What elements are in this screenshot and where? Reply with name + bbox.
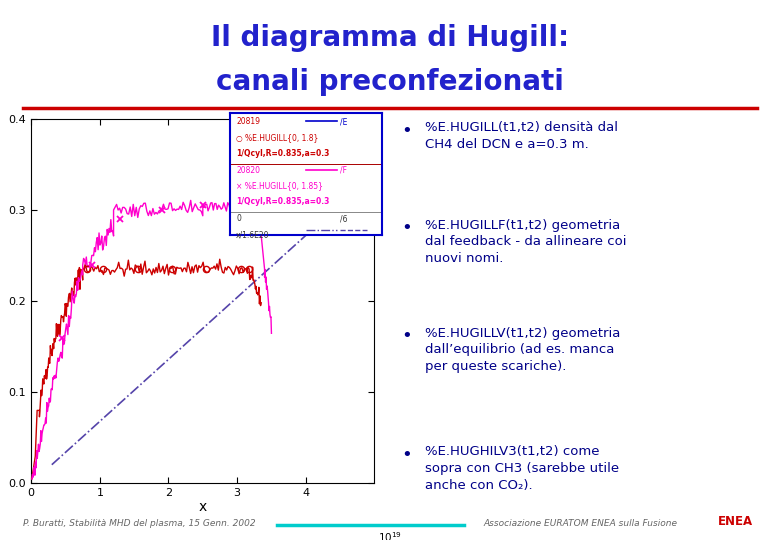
Text: 0: 0 — [236, 214, 241, 223]
Text: canali preconfezionati: canali preconfezionati — [216, 68, 564, 96]
Text: •: • — [402, 219, 413, 237]
Text: 1/Qcyl,R=0.835,a=0.3: 1/Qcyl,R=0.835,a=0.3 — [236, 148, 330, 158]
Text: Associazione EURATOM ENEA sulla Fusione: Associazione EURATOM ENEA sulla Fusione — [484, 519, 678, 528]
Text: ○ %E.HUGILL{0, 1.8}: ○ %E.HUGILL{0, 1.8} — [236, 133, 318, 142]
Text: × %E.HUGILL{0, 1.85}: × %E.HUGILL{0, 1.85} — [236, 181, 323, 191]
Text: •: • — [402, 446, 413, 463]
Text: /E: /E — [339, 117, 347, 126]
Text: /6: /6 — [339, 214, 347, 223]
Text: %E.HUGILL(t1,t2) densità dal
CH4 del DCN e a=0.3 m.: %E.HUGILL(t1,t2) densità dal CH4 del DCN… — [425, 122, 618, 151]
Text: %E.HUGHILV3(t1,t2) come
sopra con CH3 (sarebbe utile
anche con CO₂).: %E.HUGHILV3(t1,t2) come sopra con CH3 (s… — [425, 446, 619, 491]
Text: 20820: 20820 — [236, 166, 261, 174]
Text: P. Buratti, Stabilità MHD del plasma, 15 Genn. 2002: P. Buratti, Stabilità MHD del plasma, 15… — [23, 519, 256, 528]
Text: /F: /F — [339, 166, 346, 174]
Text: %E.HUGILLF(t1,t2) geometria
dal feedback - da allineare coi
nuovi nomi.: %E.HUGILLF(t1,t2) geometria dal feedback… — [425, 219, 626, 265]
Text: 20819: 20819 — [236, 117, 261, 126]
Text: x/1.6E20: x/1.6E20 — [236, 230, 270, 239]
Text: ENEA: ENEA — [718, 515, 753, 528]
Text: %E.HUGILLV(t1,t2) geometria
dall’equilibrio (ad es. manca
per queste scariche).: %E.HUGILLV(t1,t2) geometria dall’equilib… — [425, 327, 620, 373]
Text: 10$^{19}$: 10$^{19}$ — [378, 531, 402, 540]
Text: •: • — [402, 122, 413, 139]
X-axis label: x: x — [199, 500, 207, 514]
Text: •: • — [402, 327, 413, 345]
Text: Il diagramma di Hugill:: Il diagramma di Hugill: — [211, 24, 569, 52]
Text: 1/Qcyl,R=0.835,a=0.3: 1/Qcyl,R=0.835,a=0.3 — [236, 197, 330, 206]
